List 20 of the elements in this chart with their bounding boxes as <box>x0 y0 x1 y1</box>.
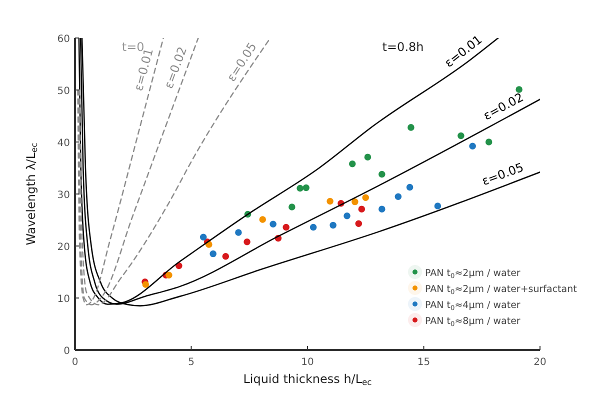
y-tick-label: 30 <box>57 190 70 201</box>
legend-label: PAN t$_{0}$≈2μm / water+surfactant <box>425 284 578 296</box>
x-tick-label: 20 <box>534 357 546 368</box>
annotation: t=0.8h <box>382 40 424 54</box>
y-tick-label: 40 <box>57 138 70 149</box>
text: ε=0.02 <box>162 44 190 90</box>
x-tick-label: 0 <box>72 357 78 368</box>
x-axis-title: Liquid thickness h/L$_{ec}$ <box>243 372 372 388</box>
y-tick-label: 60 <box>57 34 70 45</box>
y-tick-label: 10 <box>57 294 70 305</box>
legend-label: PAN t$_{0}$≈4μm / water <box>425 300 520 312</box>
legend-label: PAN t$_{0}$≈2μm / water <box>425 268 520 280</box>
x-tick-label: 10 <box>301 357 314 368</box>
y-tick-label: 20 <box>57 242 70 253</box>
x-tick-label: 15 <box>417 357 430 368</box>
y-tick-label: 0 <box>64 346 70 357</box>
x-tick-label: 5 <box>188 357 194 368</box>
y-tick-label: 50 <box>57 86 70 97</box>
legend-label: PAN t$_{0}$≈8μm / water <box>425 316 520 328</box>
annotation: t=0 <box>122 40 144 54</box>
